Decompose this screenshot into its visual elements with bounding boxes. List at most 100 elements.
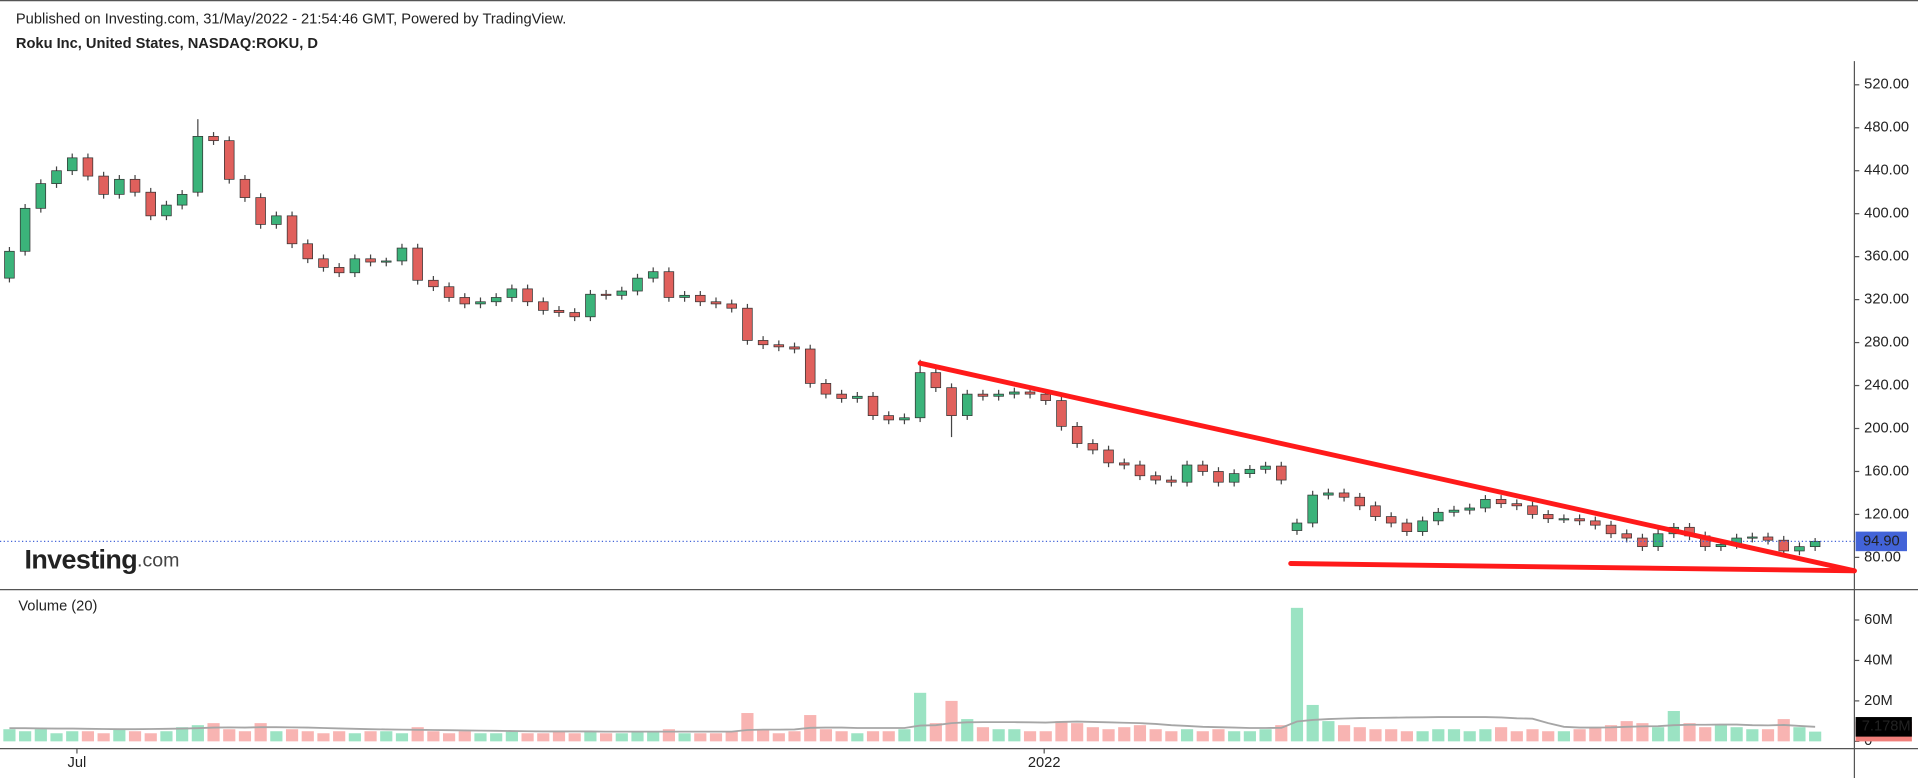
volume-bar xyxy=(505,731,518,742)
candle-body xyxy=(1464,507,1475,511)
volume-bar xyxy=(1746,729,1759,742)
candle-body xyxy=(899,417,910,421)
volume-bar xyxy=(788,731,801,742)
volume-bar xyxy=(427,731,440,742)
candle-body xyxy=(836,393,847,399)
candle-body xyxy=(993,393,1004,397)
candle-body xyxy=(1448,509,1460,513)
volume-bar xyxy=(819,729,833,742)
volume-bar xyxy=(741,713,754,742)
volume-bar xyxy=(1228,731,1241,742)
volume-bar xyxy=(66,731,79,742)
candle-body xyxy=(962,393,973,416)
candle-body xyxy=(35,183,47,209)
volume-bar xyxy=(364,731,377,742)
volume-bar xyxy=(270,731,283,742)
volume-bar xyxy=(1510,731,1523,742)
candle-body xyxy=(1197,464,1208,472)
volume-bar xyxy=(1652,727,1665,742)
volume-bar xyxy=(380,731,393,742)
volume-bar xyxy=(1306,704,1319,742)
candle-body xyxy=(789,346,800,350)
volume-bar xyxy=(97,733,110,742)
volume-bar xyxy=(1055,721,1068,742)
candle-body xyxy=(1527,505,1538,515)
volume-bar xyxy=(317,733,330,742)
volume-bar xyxy=(1495,727,1508,742)
volume-bar xyxy=(1369,729,1382,742)
symbol-title: Roku Inc, United States, NASDAQ:ROKU, D xyxy=(16,36,318,52)
volume-bar xyxy=(1604,725,1618,742)
volume-bar xyxy=(1165,731,1178,742)
volume-bar xyxy=(945,700,958,742)
candle-body xyxy=(1260,465,1271,470)
candle-body xyxy=(1213,471,1224,483)
candle-body xyxy=(1590,520,1601,526)
candle-body xyxy=(365,258,376,263)
volume-bar xyxy=(1023,731,1037,742)
volume-bar xyxy=(1447,729,1461,742)
volume-bar xyxy=(631,731,644,742)
candle-body xyxy=(192,135,204,193)
candle-body xyxy=(1433,511,1444,522)
candle-body xyxy=(742,307,753,341)
volume-bar xyxy=(882,731,895,742)
candle-body xyxy=(632,277,643,292)
candle-body xyxy=(19,207,31,252)
volume-bar xyxy=(1463,731,1476,742)
volume-bar xyxy=(1636,723,1649,742)
candle-body xyxy=(1558,518,1570,521)
volume-bar xyxy=(1133,725,1147,742)
volume-bar xyxy=(1212,729,1225,742)
volume-bar xyxy=(1243,731,1256,742)
candle-body xyxy=(224,140,235,180)
candle-body xyxy=(475,301,486,305)
volume-bar xyxy=(772,733,785,742)
volume-bar xyxy=(81,731,95,742)
volume-bar xyxy=(191,725,204,742)
volume-bar xyxy=(1180,729,1194,742)
candle-body xyxy=(726,303,737,309)
volume-bar xyxy=(552,731,566,742)
y-tick-label: 400.00 xyxy=(1864,206,1909,222)
y-tick-label: 360.00 xyxy=(1864,249,1909,265)
volume-bar xyxy=(1322,721,1335,742)
volume-bar xyxy=(490,733,503,742)
candle-body xyxy=(867,395,879,416)
candle-body xyxy=(396,247,408,262)
last-value-box xyxy=(1855,717,1912,737)
candle-body xyxy=(585,293,596,318)
candle-body xyxy=(1323,492,1334,496)
volume-bar xyxy=(615,733,628,742)
volume-bar xyxy=(254,723,267,742)
candle-body xyxy=(412,247,423,281)
candle-body xyxy=(1354,496,1366,507)
x-tick-label: 2022 xyxy=(1028,755,1061,771)
volume-bar xyxy=(1259,729,1272,742)
volume-bar xyxy=(1683,723,1696,742)
candle-body xyxy=(804,348,816,384)
volume-bar xyxy=(851,733,864,742)
volume-bar xyxy=(1416,731,1429,742)
logo: Investing.com xyxy=(24,545,179,575)
candle-body xyxy=(1401,522,1413,532)
candle-body xyxy=(1181,464,1193,483)
y-tick-label: 280.00 xyxy=(1864,334,1909,350)
candle-body xyxy=(239,178,251,198)
volume-bar xyxy=(238,731,252,742)
volume-bar xyxy=(976,727,990,742)
candle-body xyxy=(569,312,580,318)
volume-title: Volume (20) xyxy=(18,599,97,615)
candle-body xyxy=(286,215,298,245)
candle-body xyxy=(490,297,502,303)
plot: 80.00 120.00 160.00 200.00 240.00 280.00 320.0… xyxy=(0,77,1912,771)
volume-bar xyxy=(600,733,613,742)
candle-body xyxy=(914,372,926,419)
candle-body xyxy=(679,294,690,298)
candle-body xyxy=(1166,479,1177,483)
volume-bar xyxy=(442,733,456,742)
volume-bar xyxy=(1275,725,1288,742)
